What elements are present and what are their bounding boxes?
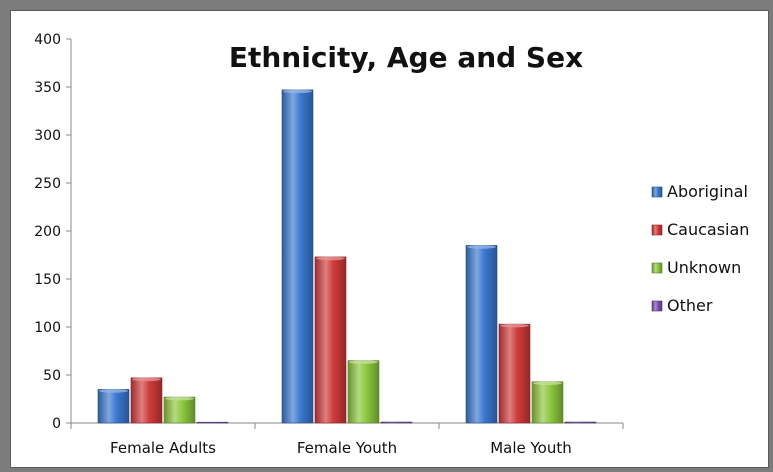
bar-top-highlight <box>349 360 378 364</box>
bar-top-highlight <box>533 381 562 386</box>
bar-top-highlight <box>99 389 128 393</box>
bar-other-female-adults <box>196 421 229 424</box>
bar-unknown-male-youth <box>531 381 564 424</box>
legend-label-aboriginal: Aboriginal <box>667 182 748 201</box>
y-tick-label: 0 <box>52 416 61 432</box>
legend-label-other: Other <box>667 296 713 315</box>
y-tick-label: 350 <box>34 80 61 96</box>
bar-top-highlight <box>500 323 529 328</box>
chart-area: Ethnicity, Age and Sex 0 50 100 150 200 250 30… <box>10 10 769 468</box>
bar-unknown-female-adults <box>163 396 196 424</box>
bar-top-highlight <box>283 89 312 94</box>
x-category-label: Male Youth <box>490 439 572 457</box>
legend-label-unknown: Unknown <box>667 258 741 277</box>
x-category-label: Female Adults <box>110 439 216 457</box>
y-tick-label: 300 <box>34 128 61 144</box>
legend-swatch-unknown <box>651 262 663 274</box>
y-tick-label: 200 <box>34 224 61 240</box>
bar-unknown-female-youth <box>347 360 380 424</box>
chart-title: Ethnicity, Age and Sex <box>229 41 583 74</box>
bar-other-female-youth <box>380 421 413 424</box>
y-tick-label: 250 <box>34 176 61 192</box>
y-tick-label: 50 <box>43 368 61 384</box>
bar-caucasian-male-youth <box>498 323 531 424</box>
bar-aboriginal-female-youth <box>281 89 314 424</box>
bar-top-highlight <box>467 245 496 249</box>
bar-aboriginal-male-youth <box>465 245 498 424</box>
bar-top-highlight <box>132 377 161 382</box>
bar-caucasian-female-adults <box>130 377 163 424</box>
bar-top-highlight <box>316 256 345 261</box>
y-tick-label: 150 <box>34 272 61 288</box>
bar-caucasian-female-youth <box>314 256 347 424</box>
legend-label-caucasian: Caucasian <box>667 220 749 239</box>
bar-other-male-youth <box>564 421 597 424</box>
bar-top-highlight <box>165 396 194 401</box>
y-tick-label: 400 <box>34 32 61 48</box>
bar-chart: Ethnicity, Age and Sex 0 50 100 150 200 250 30… <box>34 32 749 457</box>
legend-swatch-other <box>651 300 663 312</box>
x-category-label: Female Youth <box>297 439 397 457</box>
legend-swatch-aboriginal <box>651 186 663 198</box>
bar-aboriginal-female-adults <box>97 389 130 424</box>
y-tick-label: 100 <box>34 320 61 336</box>
legend-swatch-caucasian <box>651 224 663 236</box>
